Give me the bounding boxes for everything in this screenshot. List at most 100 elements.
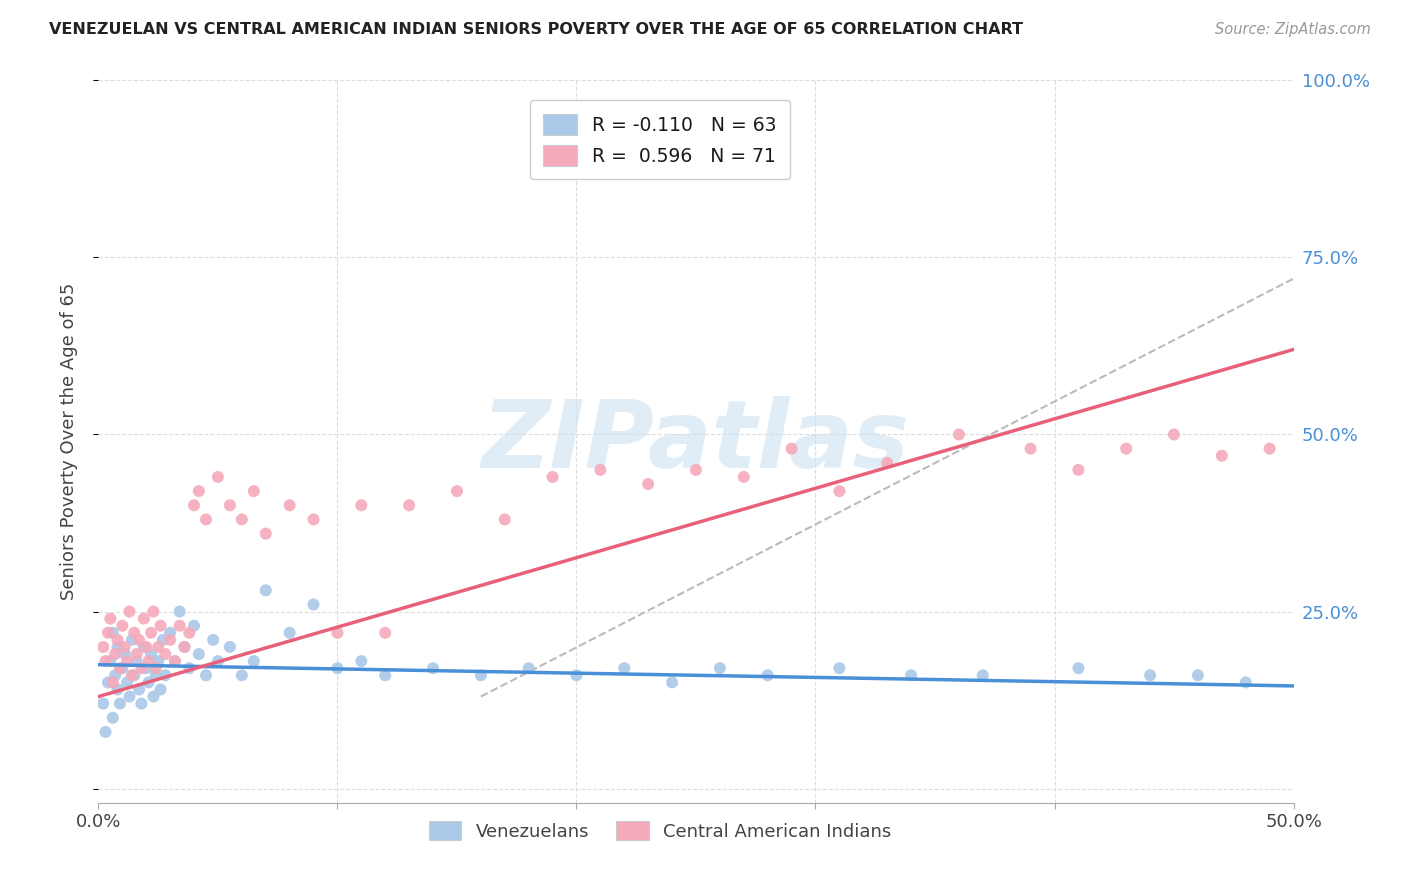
Point (187, 484, 209, 499)
Point (104, 647, 127, 661)
Point (517, 661, 540, 675)
Point (173, 640, 195, 654)
Point (121, 668, 143, 682)
Point (243, 484, 266, 499)
Point (148, 640, 170, 654)
Point (828, 484, 851, 499)
Point (613, 661, 636, 675)
Point (97, 625, 120, 640)
Point (115, 654, 138, 668)
Point (972, 668, 994, 682)
Point (152, 632, 174, 647)
Point (183, 498, 205, 512)
Point (589, 463, 612, 477)
Point (142, 690, 165, 704)
Point (138, 675, 160, 690)
Point (374, 668, 396, 682)
Point (114, 647, 136, 661)
Point (302, 512, 325, 526)
Point (118, 690, 141, 704)
Point (187, 647, 209, 661)
Point (131, 697, 153, 711)
Point (128, 632, 150, 647)
Point (195, 512, 218, 526)
Point (115, 675, 138, 690)
Point (91, 697, 114, 711)
Point (231, 668, 253, 682)
Point (470, 668, 492, 682)
Point (828, 661, 851, 675)
Point (350, 498, 373, 512)
Point (111, 618, 134, 632)
Point (254, 526, 277, 541)
Point (169, 605, 191, 619)
Point (219, 640, 242, 654)
Point (98, 612, 122, 626)
Point (101, 711, 124, 725)
Point (145, 661, 167, 675)
Y-axis label: Seniors Poverty Over the Age of 65: Seniors Poverty Over the Age of 65 (59, 283, 77, 600)
Point (733, 470, 755, 484)
Point (231, 512, 253, 526)
Text: Source: ZipAtlas.com: Source: ZipAtlas.com (1215, 22, 1371, 37)
Point (1306, 335, 1329, 350)
Point (278, 625, 301, 640)
Point (94, 725, 117, 739)
Point (278, 498, 301, 512)
Point (207, 470, 229, 484)
Point (107, 640, 129, 654)
Point (124, 668, 146, 682)
Point (1067, 463, 1090, 477)
Point (183, 618, 205, 632)
Point (1163, 427, 1185, 442)
Point (219, 498, 242, 512)
Point (302, 598, 325, 612)
Point (326, 625, 349, 640)
Point (125, 647, 148, 661)
Point (131, 661, 153, 675)
Point (135, 640, 157, 654)
Point (398, 498, 420, 512)
Point (179, 661, 201, 675)
Point (125, 654, 148, 668)
Point (254, 583, 277, 598)
Point (111, 661, 134, 675)
Text: ZIPatlas: ZIPatlas (482, 395, 910, 488)
Point (948, 427, 970, 442)
Point (139, 625, 162, 640)
Point (1402, 264, 1406, 278)
Point (1234, 675, 1257, 690)
Point (756, 668, 779, 682)
Point (1211, 449, 1233, 463)
Point (202, 632, 225, 647)
Point (124, 625, 146, 640)
Point (149, 682, 172, 697)
Point (876, 456, 898, 470)
Point (1067, 661, 1090, 675)
Point (128, 682, 150, 697)
Text: VENEZUELAN VS CENTRAL AMERICAN INDIAN SENIORS POVERTY OVER THE AGE OF 65 CORRELA: VENEZUELAN VS CENTRAL AMERICAN INDIAN SE… (49, 22, 1024, 37)
Point (179, 625, 201, 640)
Point (163, 654, 186, 668)
Point (350, 654, 373, 668)
Point (114, 640, 136, 654)
Point (108, 697, 131, 711)
Point (159, 632, 181, 647)
Point (422, 661, 444, 675)
Point (145, 668, 167, 682)
Point (709, 661, 731, 675)
Point (243, 654, 266, 668)
Point (1019, 442, 1042, 456)
Point (132, 640, 155, 654)
Point (195, 668, 218, 682)
Point (173, 640, 195, 654)
Point (98, 654, 122, 668)
Point (142, 605, 165, 619)
Point (155, 647, 177, 661)
Point (1139, 668, 1161, 682)
Point (135, 661, 157, 675)
Point (1115, 442, 1137, 456)
Point (685, 463, 707, 477)
Point (139, 647, 162, 661)
Point (104, 668, 127, 682)
